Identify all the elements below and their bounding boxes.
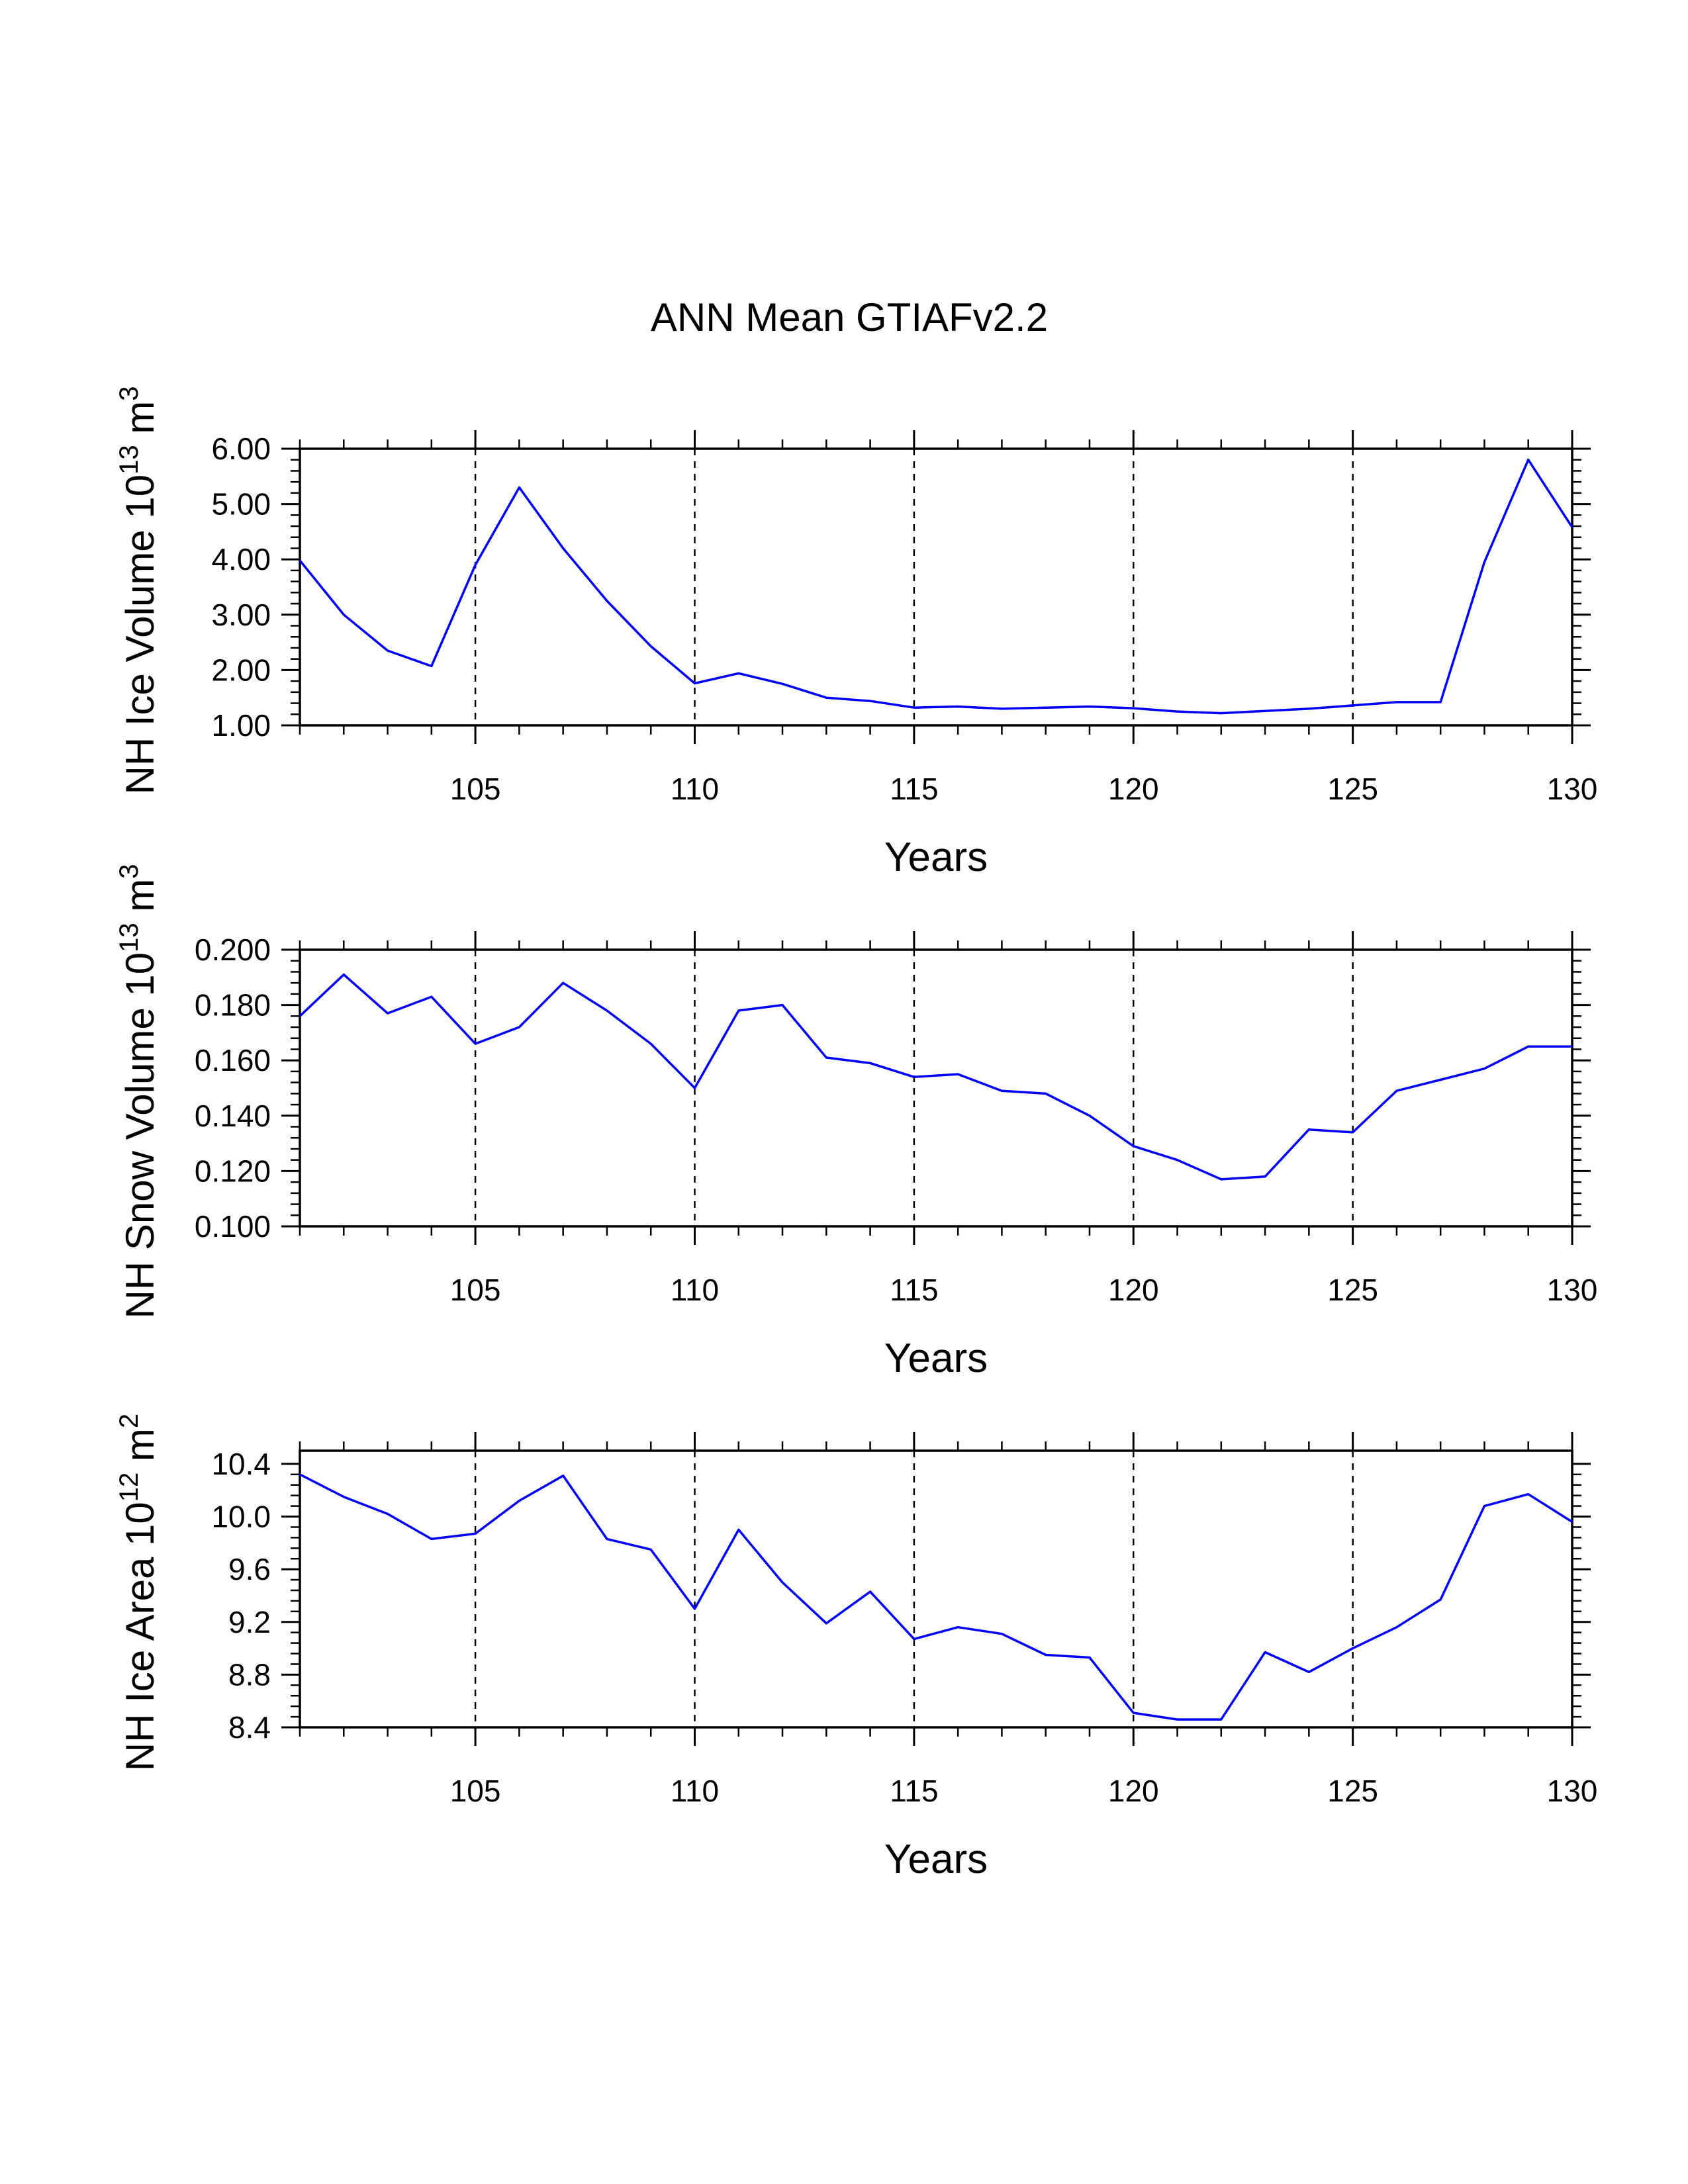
x-tick-label: 105 bbox=[450, 772, 501, 806]
y-tick-label: 0.200 bbox=[195, 933, 271, 967]
x-tick-label: 110 bbox=[671, 1774, 719, 1808]
y-tick-label: 9.6 bbox=[228, 1552, 271, 1586]
y-tick-label: 0.100 bbox=[195, 1209, 271, 1244]
x-tick-label: 105 bbox=[450, 1774, 501, 1808]
panel-ice-volume: 105 110 115 120 125 130 1.00 2.00 3.00 4.00 5.00 6.… bbox=[115, 387, 1597, 880]
series-line bbox=[299, 973, 1572, 1181]
y-axis-label-part: NH Ice Volume 10 bbox=[118, 475, 162, 795]
y-tick-label: 4.00 bbox=[211, 542, 271, 576]
y-tick-label: 0.160 bbox=[195, 1043, 271, 1077]
y-tick-label: 8.4 bbox=[228, 1710, 271, 1745]
y-axis-label-part: m bbox=[118, 879, 162, 923]
y-tick-label: 6.00 bbox=[211, 432, 271, 466]
y-tick-label: 2.00 bbox=[211, 653, 271, 687]
x-tick-label: 115 bbox=[890, 1273, 938, 1307]
x-tick-label: 125 bbox=[1327, 772, 1378, 806]
x-tick-label: 105 bbox=[450, 1273, 501, 1307]
y-axis-label-part: 2 bbox=[115, 1414, 144, 1428]
x-tick-label: 130 bbox=[1547, 1774, 1598, 1808]
y-tick-label: 10.0 bbox=[211, 1500, 271, 1534]
series-line bbox=[299, 458, 1573, 715]
y-axis-label-part: 3 bbox=[115, 387, 144, 401]
y-axis-label-part: 13 bbox=[115, 923, 144, 952]
plot-frame bbox=[299, 447, 1573, 727]
y-axis-label-part: m bbox=[118, 1428, 162, 1473]
plot-frame bbox=[299, 948, 1573, 1228]
x-axis-label: Years bbox=[884, 835, 988, 880]
x-tick-label: 130 bbox=[1547, 772, 1598, 806]
x-axis-label: Years bbox=[884, 1837, 988, 1882]
y-axis-label-part: NH Snow Volume 10 bbox=[118, 952, 162, 1319]
x-tick-label: 120 bbox=[1108, 772, 1159, 806]
y-tick-label: 8.8 bbox=[228, 1657, 271, 1692]
x-tick-label: 110 bbox=[671, 1273, 719, 1307]
x-tick-label: 125 bbox=[1327, 1273, 1378, 1307]
y-axis-label: NH Ice Area 1012 m2 bbox=[115, 1414, 162, 1771]
x-axis-label: Years bbox=[884, 1336, 988, 1381]
y-tick-label: 1.00 bbox=[211, 708, 271, 743]
y-tick-label: 0.180 bbox=[195, 988, 271, 1023]
y-axis-label-part: 12 bbox=[115, 1473, 144, 1502]
figure-title: ANN Mean GTIAFv2.2 bbox=[651, 295, 1048, 340]
y-axis-label: NH Ice Volume 1013 m3 bbox=[115, 387, 162, 795]
x-tick-label: 110 bbox=[671, 772, 719, 806]
x-tick-label: 120 bbox=[1108, 1273, 1159, 1307]
plot-frame bbox=[299, 1449, 1573, 1729]
y-tick-label: 5.00 bbox=[211, 487, 271, 522]
y-axis-label: NH Snow Volume 1013 m3 bbox=[115, 864, 162, 1318]
y-tick-label: 0.140 bbox=[195, 1099, 271, 1133]
y-tick-label: 10.4 bbox=[211, 1447, 271, 1481]
y-tick-label: 9.2 bbox=[228, 1605, 271, 1639]
x-tick-label: 115 bbox=[890, 772, 938, 806]
y-tick-label: 3.00 bbox=[211, 598, 271, 632]
y-axis-label-part: NH Ice Area 10 bbox=[118, 1502, 162, 1771]
panel-ice-area: 105 110 115 120 125 130 8.4 8.8 9.2 9.6 10.0 10.4 Ye… bbox=[115, 1414, 1597, 1882]
x-tick-label: 125 bbox=[1327, 1774, 1378, 1808]
y-axis-label-part: 3 bbox=[115, 864, 144, 878]
x-tick-label: 115 bbox=[890, 1774, 938, 1808]
panel-snow-volume: 105 110 115 120 125 130 0.100 0.120 0.140 0.160 0.… bbox=[115, 864, 1597, 1381]
y-axis-label-part: 13 bbox=[115, 445, 144, 475]
series-line bbox=[299, 1473, 1573, 1721]
x-tick-label: 120 bbox=[1108, 1774, 1159, 1808]
y-tick-label: 0.120 bbox=[195, 1154, 271, 1188]
y-axis-label-part: m bbox=[118, 401, 162, 445]
x-tick-label: 130 bbox=[1547, 1273, 1598, 1307]
